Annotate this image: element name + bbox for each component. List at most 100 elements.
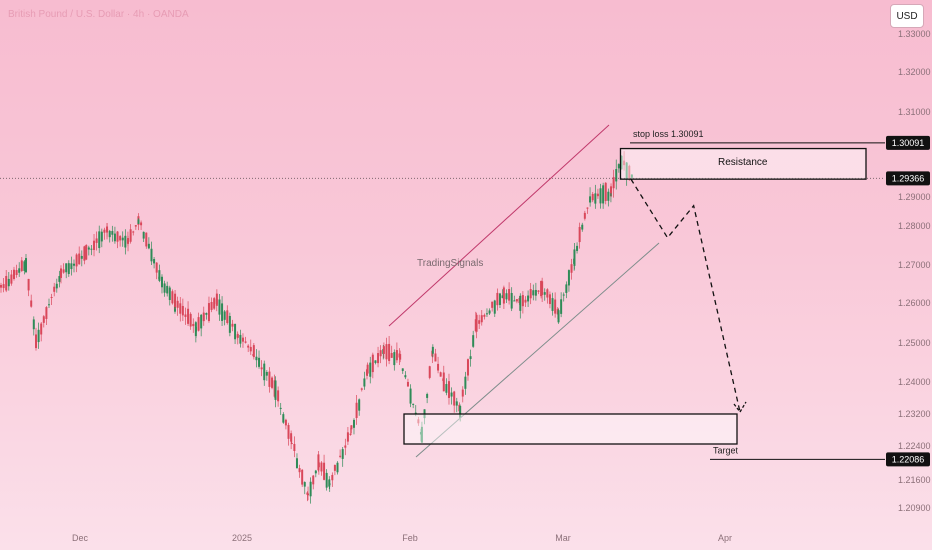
candle-body <box>252 345 255 358</box>
candle-body <box>226 310 229 324</box>
candle-body <box>349 433 352 435</box>
price-tick-label: 1.26000 <box>898 298 931 308</box>
time-tick-label: Feb <box>402 533 418 543</box>
candle-body <box>472 335 475 347</box>
candle-body <box>519 295 522 311</box>
candle-body <box>578 226 581 243</box>
candle-body <box>529 289 532 299</box>
candle-body <box>2 284 5 289</box>
candle-body <box>213 298 216 309</box>
candle-body <box>350 425 353 430</box>
candle-body <box>583 212 586 219</box>
candle-body <box>344 445 347 448</box>
candle-body <box>546 289 549 298</box>
candle-body <box>210 302 213 310</box>
currency-button[interactable]: USD <box>890 4 924 28</box>
candle-body <box>607 191 610 201</box>
candle-body <box>426 394 429 398</box>
candle-body <box>100 231 103 242</box>
candle-body <box>192 323 195 327</box>
candle-body <box>174 293 177 307</box>
candle-body <box>366 364 369 374</box>
candle-body <box>127 238 130 244</box>
candle-body <box>382 346 385 354</box>
candle-body <box>103 229 106 233</box>
candle-body <box>106 229 109 231</box>
price-marker-label: 1.22086 <box>892 454 925 464</box>
candle-body <box>534 289 537 296</box>
candle-body <box>113 233 116 242</box>
candle-body <box>119 236 122 241</box>
candle-body <box>455 401 458 406</box>
candle-body <box>147 243 150 249</box>
candle-body <box>221 303 224 321</box>
candle-body <box>437 363 440 371</box>
candle-body <box>475 314 478 332</box>
candle-body <box>498 293 501 305</box>
candle-body <box>255 356 258 361</box>
candle-body <box>346 432 349 442</box>
candle-body <box>628 165 631 179</box>
candle-body <box>445 384 448 393</box>
candle-body <box>363 378 366 387</box>
candle-body <box>137 219 140 224</box>
candle-body <box>303 482 306 487</box>
candle-body <box>328 483 331 485</box>
price-tick-label: 1.31000 <box>898 107 931 117</box>
candle-body <box>453 391 456 406</box>
candle-body <box>50 296 53 298</box>
candle-body <box>189 313 192 327</box>
candle-body <box>25 258 27 273</box>
candle-body <box>179 303 182 314</box>
candle-body <box>18 268 21 273</box>
price-marker-label: 1.29366 <box>892 173 925 183</box>
candle-body <box>399 354 402 360</box>
candle-body <box>32 319 35 330</box>
candle-body <box>374 360 377 363</box>
time-tick-label: 2025 <box>232 533 252 543</box>
candle-body <box>554 299 557 314</box>
candle-body <box>65 263 68 273</box>
candle-body <box>581 224 584 230</box>
candle-body <box>447 381 450 398</box>
candle-body <box>562 294 565 296</box>
candle-body <box>295 458 298 469</box>
candle-body <box>596 193 599 197</box>
price-tick-label: 1.33000 <box>898 29 931 39</box>
candle-body <box>67 263 70 275</box>
candle-body <box>439 372 442 377</box>
price-tick-label: 1.24000 <box>898 377 931 387</box>
candle-body <box>200 314 203 329</box>
candle-body <box>145 232 148 247</box>
candle-body <box>263 363 266 381</box>
candle-body <box>560 299 563 314</box>
candle-body <box>377 353 380 364</box>
candle-body <box>541 281 544 296</box>
candle-body <box>197 317 200 331</box>
candle-body <box>505 293 508 300</box>
price-marker-box <box>886 452 930 467</box>
candle-body <box>404 375 407 378</box>
price-axis[interactable]: 1.33000 1.32000 1.31000 1.29000 1.28000 1.270… <box>898 29 931 513</box>
candle-body <box>215 293 218 306</box>
candle-body <box>317 454 320 471</box>
candle-body <box>129 229 132 242</box>
time-axis[interactable]: Dec 2025 Feb Mar Apr <box>72 533 732 543</box>
candle-body <box>62 269 65 273</box>
candle-body <box>301 469 304 485</box>
candle-body <box>551 298 554 311</box>
time-tick-label: Mar <box>555 533 571 543</box>
candle-body <box>95 238 98 243</box>
time-tick-label: Apr <box>718 533 732 543</box>
candle-body <box>515 299 518 302</box>
candle-body <box>469 356 472 360</box>
candle-body <box>298 468 301 473</box>
candle-body <box>284 419 287 426</box>
candle-body <box>116 231 119 242</box>
candles-layer <box>0 151 633 504</box>
candle-body <box>176 300 179 308</box>
target-zone <box>403 413 738 445</box>
candle-body <box>325 472 328 488</box>
candle-body <box>279 407 282 409</box>
